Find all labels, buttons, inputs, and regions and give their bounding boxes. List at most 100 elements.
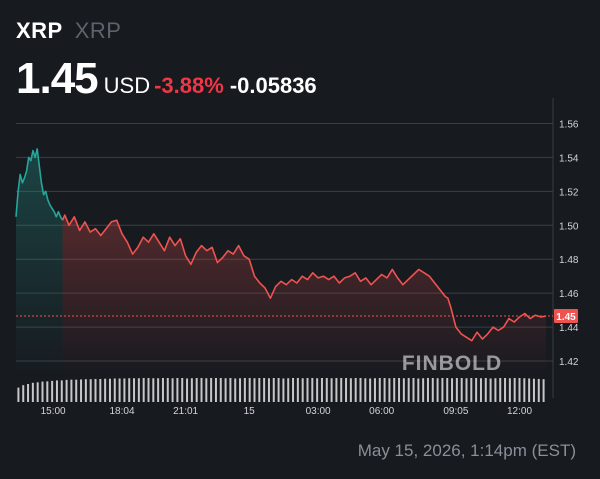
volume-bar [176, 378, 179, 402]
volume-bar [460, 378, 463, 402]
volume-bar [234, 378, 237, 402]
volume-bar [484, 378, 487, 402]
ticker-name: XRP [74, 18, 122, 43]
volume-bar [75, 379, 78, 402]
volume-bar [190, 378, 193, 402]
volume-bar [417, 378, 420, 402]
volume-bar [306, 378, 309, 402]
volume-bar [402, 378, 405, 402]
volume-bar [253, 378, 256, 402]
volume-bar [426, 378, 429, 402]
volume-bar [494, 378, 497, 402]
volume-bar [104, 378, 107, 402]
volume-bar [349, 378, 352, 402]
y-tick-label: 1.56 [559, 119, 579, 130]
volume-bar [272, 378, 275, 402]
change-absolute: -0.05836 [229, 73, 317, 98]
volume-bar [200, 378, 203, 402]
volume-bar [243, 378, 246, 402]
volume-bar [504, 378, 507, 402]
last-price-label: 1.45 [556, 312, 576, 323]
volume-bar [142, 378, 145, 402]
volume-bar [479, 378, 482, 402]
volume-bar [364, 378, 367, 402]
volume-bar [41, 381, 44, 402]
volume-bar [523, 378, 526, 402]
volume-bar [508, 378, 511, 402]
volume-bar [46, 381, 49, 402]
volume-bar [224, 378, 227, 402]
change-percent: -3.88% [154, 73, 224, 98]
x-tick-label: 15 [244, 406, 256, 417]
volume-bar [518, 378, 521, 402]
volume-bar [108, 378, 111, 402]
volume-bar [537, 378, 540, 402]
volume-bar [359, 378, 362, 402]
volume-bar [320, 378, 323, 402]
price-area-down [62, 215, 546, 378]
volume-bar [489, 378, 492, 402]
ticker-symbol: XRP [16, 18, 63, 43]
x-tick-label: 03:00 [306, 406, 331, 417]
volume-bar [373, 378, 376, 402]
volume-bar [84, 379, 87, 402]
price-area-up [16, 148, 63, 378]
y-tick-label: 1.48 [559, 255, 579, 266]
volume-bar [210, 378, 213, 402]
volume-bar [431, 378, 434, 402]
watermark: FINBOLD [402, 352, 502, 375]
volume-bar [296, 378, 299, 402]
volume-bar [451, 378, 454, 402]
volume-bar [60, 380, 63, 402]
volume-bar [436, 378, 439, 402]
volume-bar [393, 378, 396, 402]
price-chart-svg: FINBOLD 1.56 1.54 1.52 1.50 1.48 1.46 1.44 1.42… [15, 98, 579, 417]
volume-bar [311, 378, 314, 402]
volume-bar [532, 378, 535, 402]
volume-bar [99, 378, 102, 402]
volume-bar [152, 378, 155, 402]
volume-bar [205, 378, 208, 402]
price-row: 1.45 USD -3.88% -0.05836 [16, 54, 317, 104]
volume-bar [229, 378, 232, 402]
volume-bar [55, 380, 58, 402]
volume-bar [195, 378, 198, 402]
volume-bar [161, 378, 164, 402]
volume-bar [51, 380, 54, 402]
volume-bar [499, 378, 502, 402]
volume-bar [133, 378, 136, 402]
ticker-row: XRP XRP [16, 18, 122, 44]
volume-bar [398, 378, 401, 402]
volume-bar [325, 378, 328, 402]
volume-bar [80, 379, 83, 402]
volume-bar [378, 378, 381, 402]
volume-bar [118, 378, 121, 402]
x-tick-label: 09:05 [443, 406, 468, 417]
volume-bar [330, 378, 333, 402]
x-tick-label: 12:00 [507, 406, 532, 417]
volume-bar [345, 378, 348, 402]
x-tick-label: 15:00 [41, 406, 66, 417]
volume-bar [407, 378, 410, 402]
volume-bar [282, 378, 285, 402]
volume-bar [470, 378, 473, 402]
volume-bar [17, 387, 20, 402]
volume-bar [147, 378, 150, 402]
x-tick-label: 06:00 [369, 406, 394, 417]
y-tick-label: 1.54 [559, 153, 579, 164]
x-tick-label: 21:01 [173, 406, 198, 417]
volume-bar [441, 378, 444, 402]
volume-bar [70, 379, 73, 402]
volume-bar [422, 378, 425, 402]
volume-bar [455, 378, 458, 402]
ticker-header: XRP XRP [16, 18, 122, 44]
volume-bar [27, 384, 30, 402]
volume-bar [22, 385, 25, 402]
volume-bar [36, 382, 39, 402]
volume-bar [65, 379, 68, 402]
y-tick-label: 1.42 [559, 357, 579, 368]
y-tick-label: 1.46 [559, 289, 579, 300]
price-line-up [15, 148, 64, 221]
volume-bar [292, 378, 295, 402]
volume-bar [412, 378, 415, 402]
